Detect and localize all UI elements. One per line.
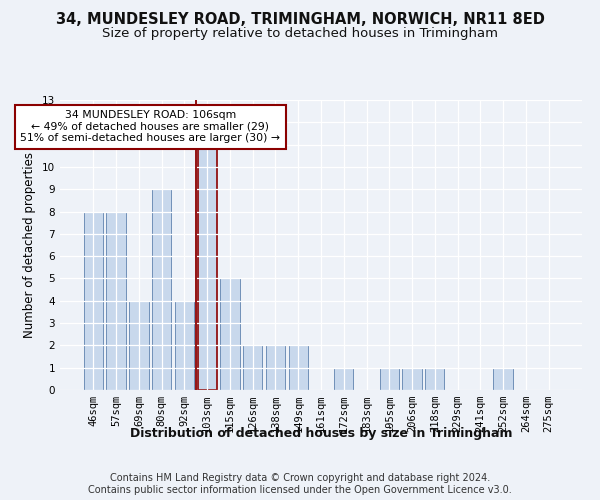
Bar (289, 346, 308, 390)
Bar (334, 368, 353, 390)
Bar (403, 368, 422, 390)
Text: Contains HM Land Registry data © Crown copyright and database right 2024.
Contai: Contains HM Land Registry data © Crown c… (88, 474, 512, 495)
Bar (243, 346, 262, 390)
Bar (197, 144, 217, 390)
Bar (175, 301, 194, 390)
Bar (266, 346, 285, 390)
Bar (493, 368, 513, 390)
Text: Size of property relative to detached houses in Trimingham: Size of property relative to detached ho… (102, 28, 498, 40)
Text: Distribution of detached houses by size in Trimingham: Distribution of detached houses by size … (130, 428, 512, 440)
Bar (129, 301, 149, 390)
Bar (152, 189, 172, 390)
Bar (425, 368, 445, 390)
Bar (380, 368, 399, 390)
Text: 34 MUNDESLEY ROAD: 106sqm
← 49% of detached houses are smaller (29)
51% of semi-: 34 MUNDESLEY ROAD: 106sqm ← 49% of detac… (20, 110, 280, 143)
Text: 34, MUNDESLEY ROAD, TRIMINGHAM, NORWICH, NR11 8ED: 34, MUNDESLEY ROAD, TRIMINGHAM, NORWICH,… (56, 12, 544, 28)
Y-axis label: Number of detached properties: Number of detached properties (23, 152, 37, 338)
Bar (106, 212, 126, 390)
Bar (220, 278, 239, 390)
Bar (84, 212, 103, 390)
